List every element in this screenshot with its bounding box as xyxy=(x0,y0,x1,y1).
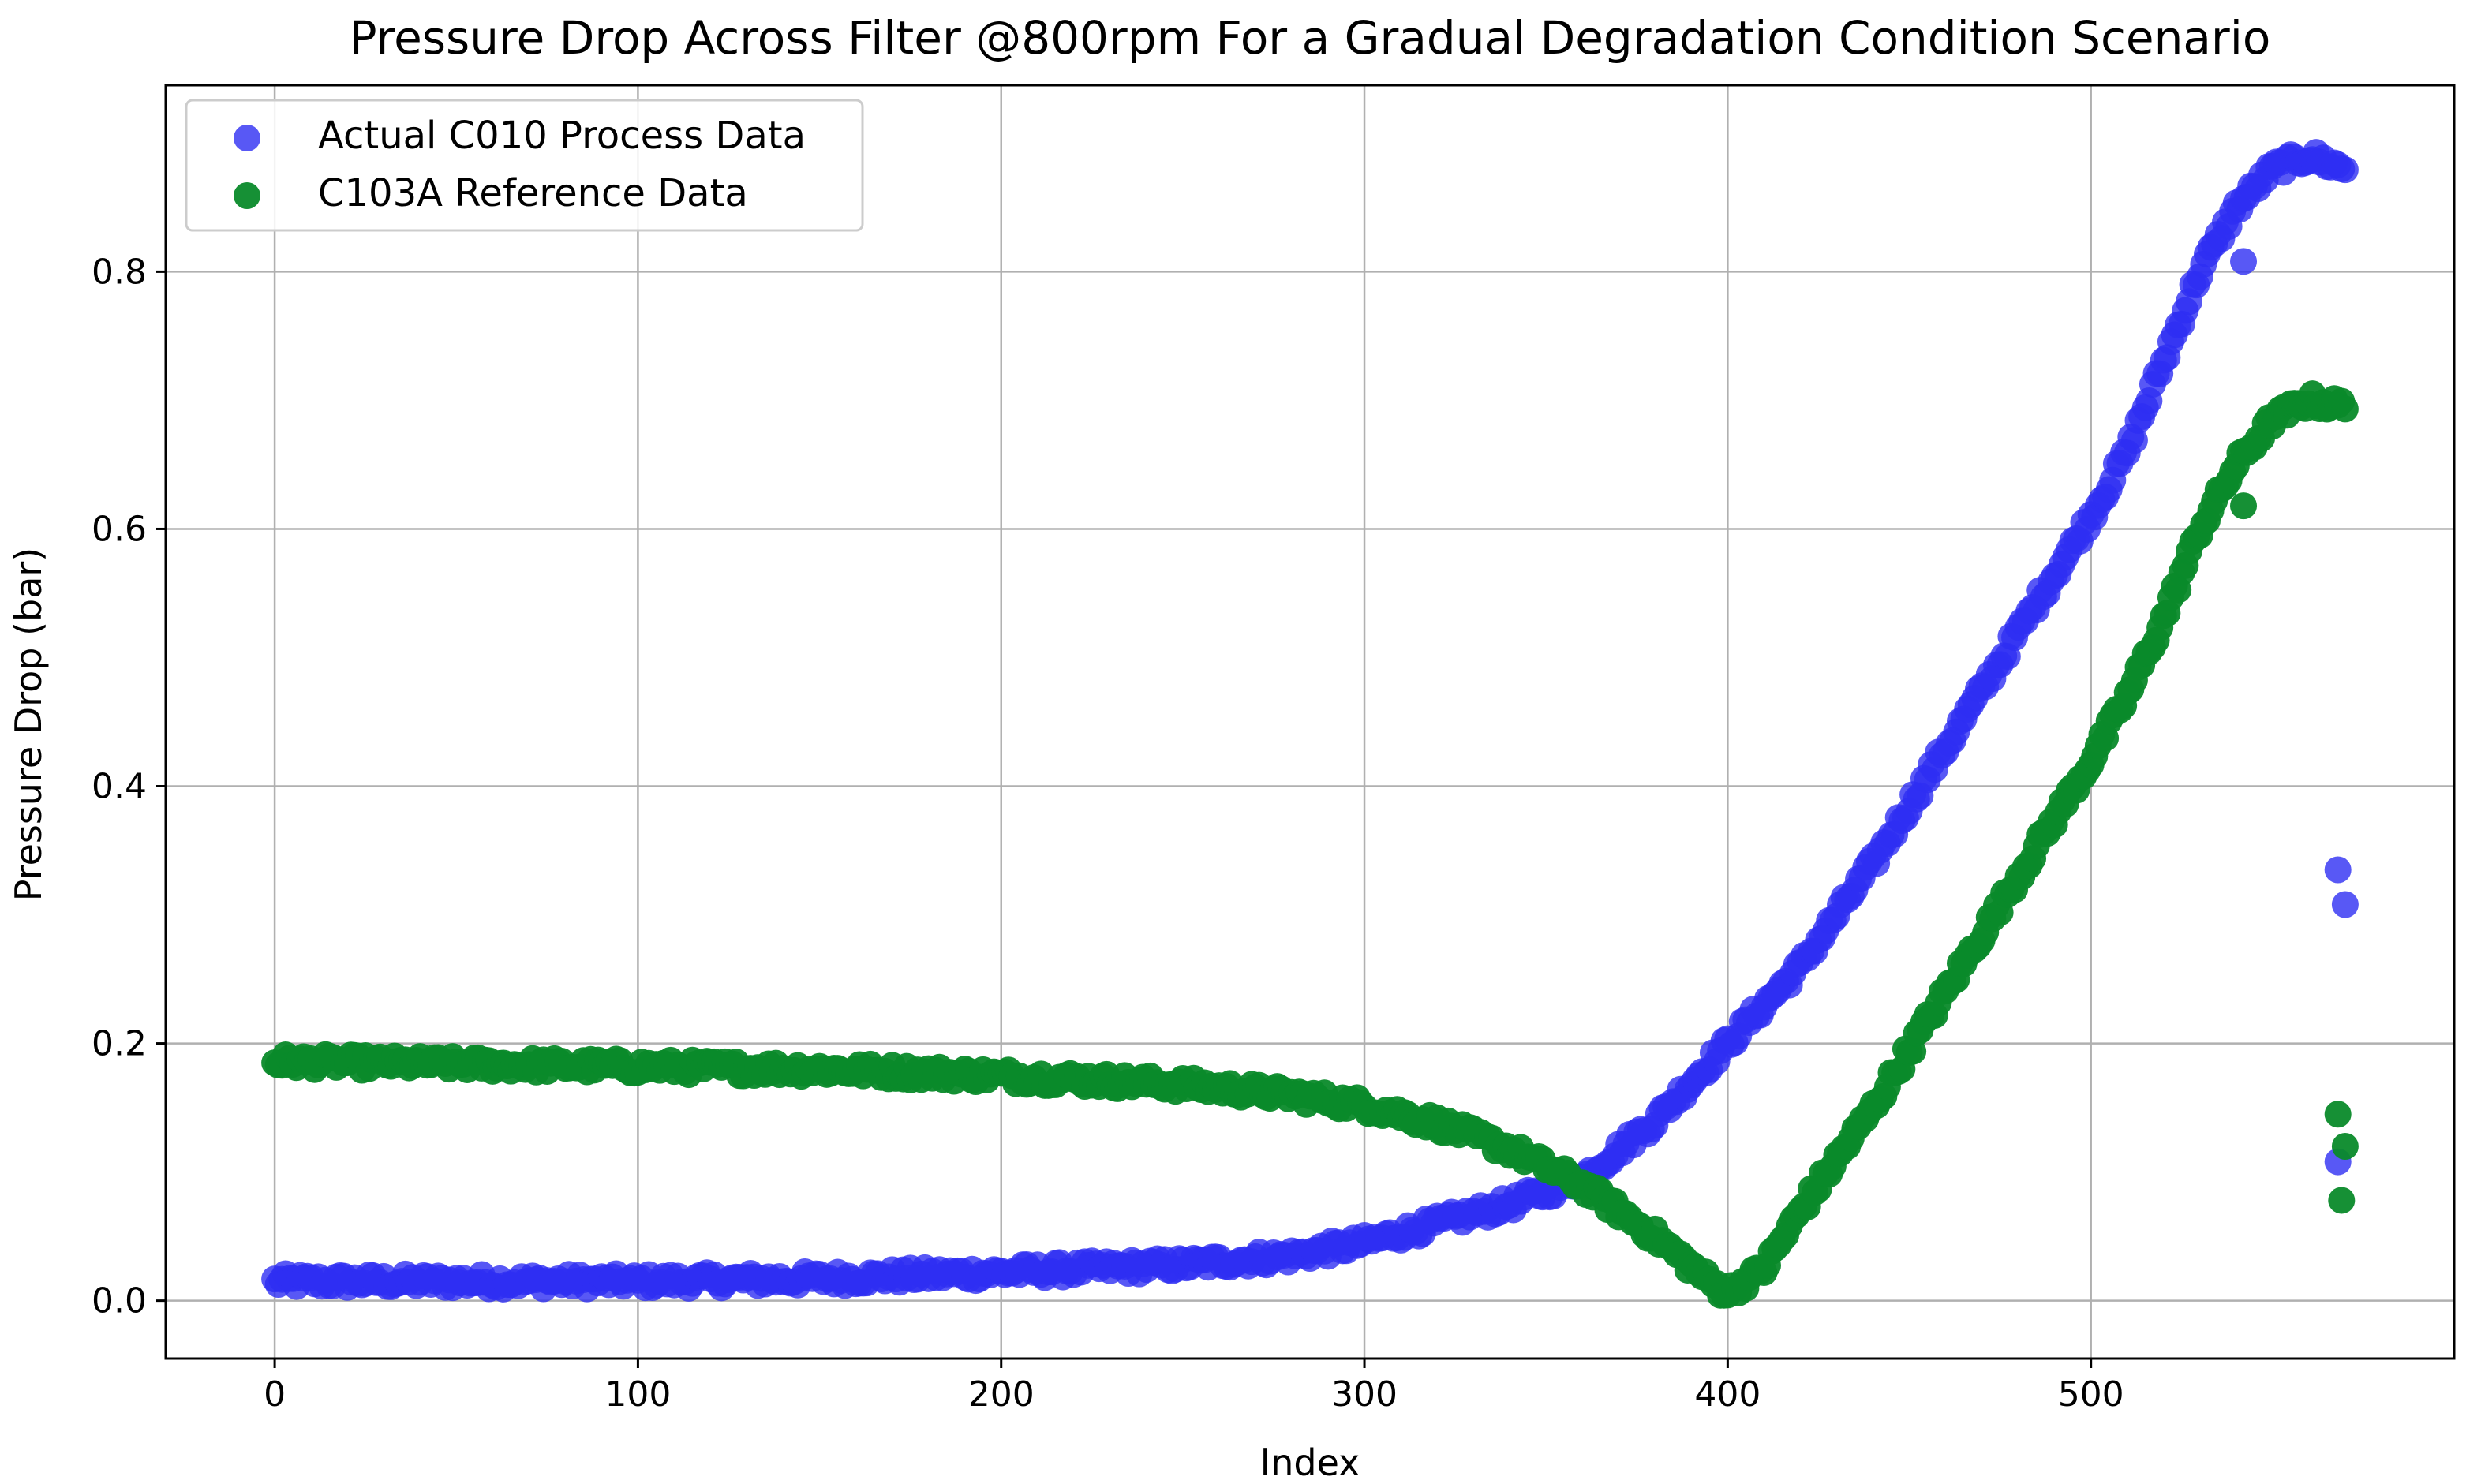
legend-label-reference: C103A Reference Data xyxy=(318,171,748,215)
chart-title: Pressure Drop Across Filter @800rpm For … xyxy=(350,11,2271,65)
y-tick-label: 0.2 xyxy=(92,1024,147,1064)
x-tick-label: 0 xyxy=(264,1374,286,1415)
data-point xyxy=(2120,427,2148,454)
x-axis-label: Index xyxy=(1260,1441,1360,1481)
outlier-point xyxy=(2331,1133,2359,1160)
outlier-point xyxy=(2324,856,2352,884)
outlier-point xyxy=(2230,248,2258,275)
x-tick-label: 200 xyxy=(968,1374,1035,1415)
axis-ticks: 0 100 200 300 400 500 0.0 0.2 0.4 0.6 0.8 xyxy=(92,252,2124,1415)
legend-marker-reference xyxy=(234,182,260,209)
data-point xyxy=(2331,156,2359,184)
series-1 xyxy=(261,380,2359,1309)
y-axis-label: Pressure Drop (bar) xyxy=(7,548,50,902)
y-tick-label: 0.4 xyxy=(92,767,147,807)
outlier-point xyxy=(2230,492,2258,520)
y-tick-label: 0.0 xyxy=(92,1281,147,1321)
legend-marker-actual xyxy=(234,125,260,151)
y-tick-label: 0.8 xyxy=(92,252,147,292)
outlier-point xyxy=(2324,1101,2352,1128)
data-point xyxy=(2331,395,2359,423)
series-0 xyxy=(261,139,2359,1303)
x-tick-label: 400 xyxy=(1694,1374,1761,1415)
outlier-point xyxy=(2331,891,2359,918)
x-tick-label: 100 xyxy=(604,1374,671,1415)
y-tick-label: 0.6 xyxy=(92,509,147,549)
data-points xyxy=(261,139,2359,1309)
x-tick-label: 500 xyxy=(2058,1374,2124,1415)
x-tick-label: 300 xyxy=(1331,1374,1398,1415)
legend: Actual C010 Process Data C103A Reference… xyxy=(185,99,864,232)
legend-label-actual: Actual C010 Process Data xyxy=(318,114,806,158)
outlier-point xyxy=(2328,1187,2356,1214)
legend-box xyxy=(185,99,864,232)
plot-frame xyxy=(164,84,2456,1360)
